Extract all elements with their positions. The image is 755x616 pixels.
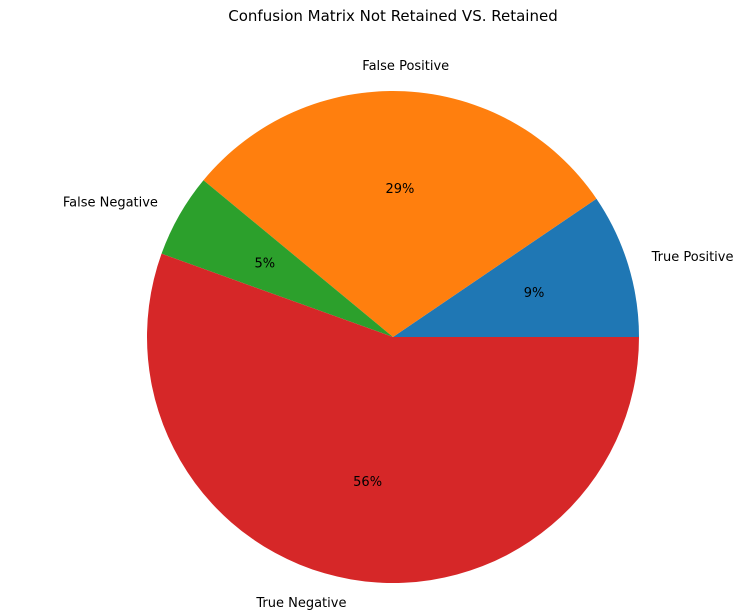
pie-slice-true-positive: [393, 198, 639, 337]
pie-category-label: False Negative: [63, 195, 158, 210]
pie-category-label: True Negative: [255, 596, 346, 611]
pie-category-label: True Positive: [651, 250, 734, 265]
pie-slice-true-negative: [146, 253, 640, 583]
pie-category-label: False Positive: [362, 59, 449, 74]
chart-title: Confusion Matrix Not Retained VS. Retain…: [228, 7, 557, 25]
pie-percent-label: 9%: [524, 286, 545, 301]
pie-percent-label: 29%: [385, 182, 414, 197]
pie-percent-label: 5%: [254, 256, 275, 271]
pie-slices: [146, 90, 640, 583]
pie-slice-false-positive: [203, 90, 597, 337]
pie-slice-false-negative: [161, 180, 393, 337]
pie-percent-label: 56%: [353, 475, 382, 490]
pie-labels: 9% True Positive 29% False Positive 5% False …: [63, 59, 734, 611]
